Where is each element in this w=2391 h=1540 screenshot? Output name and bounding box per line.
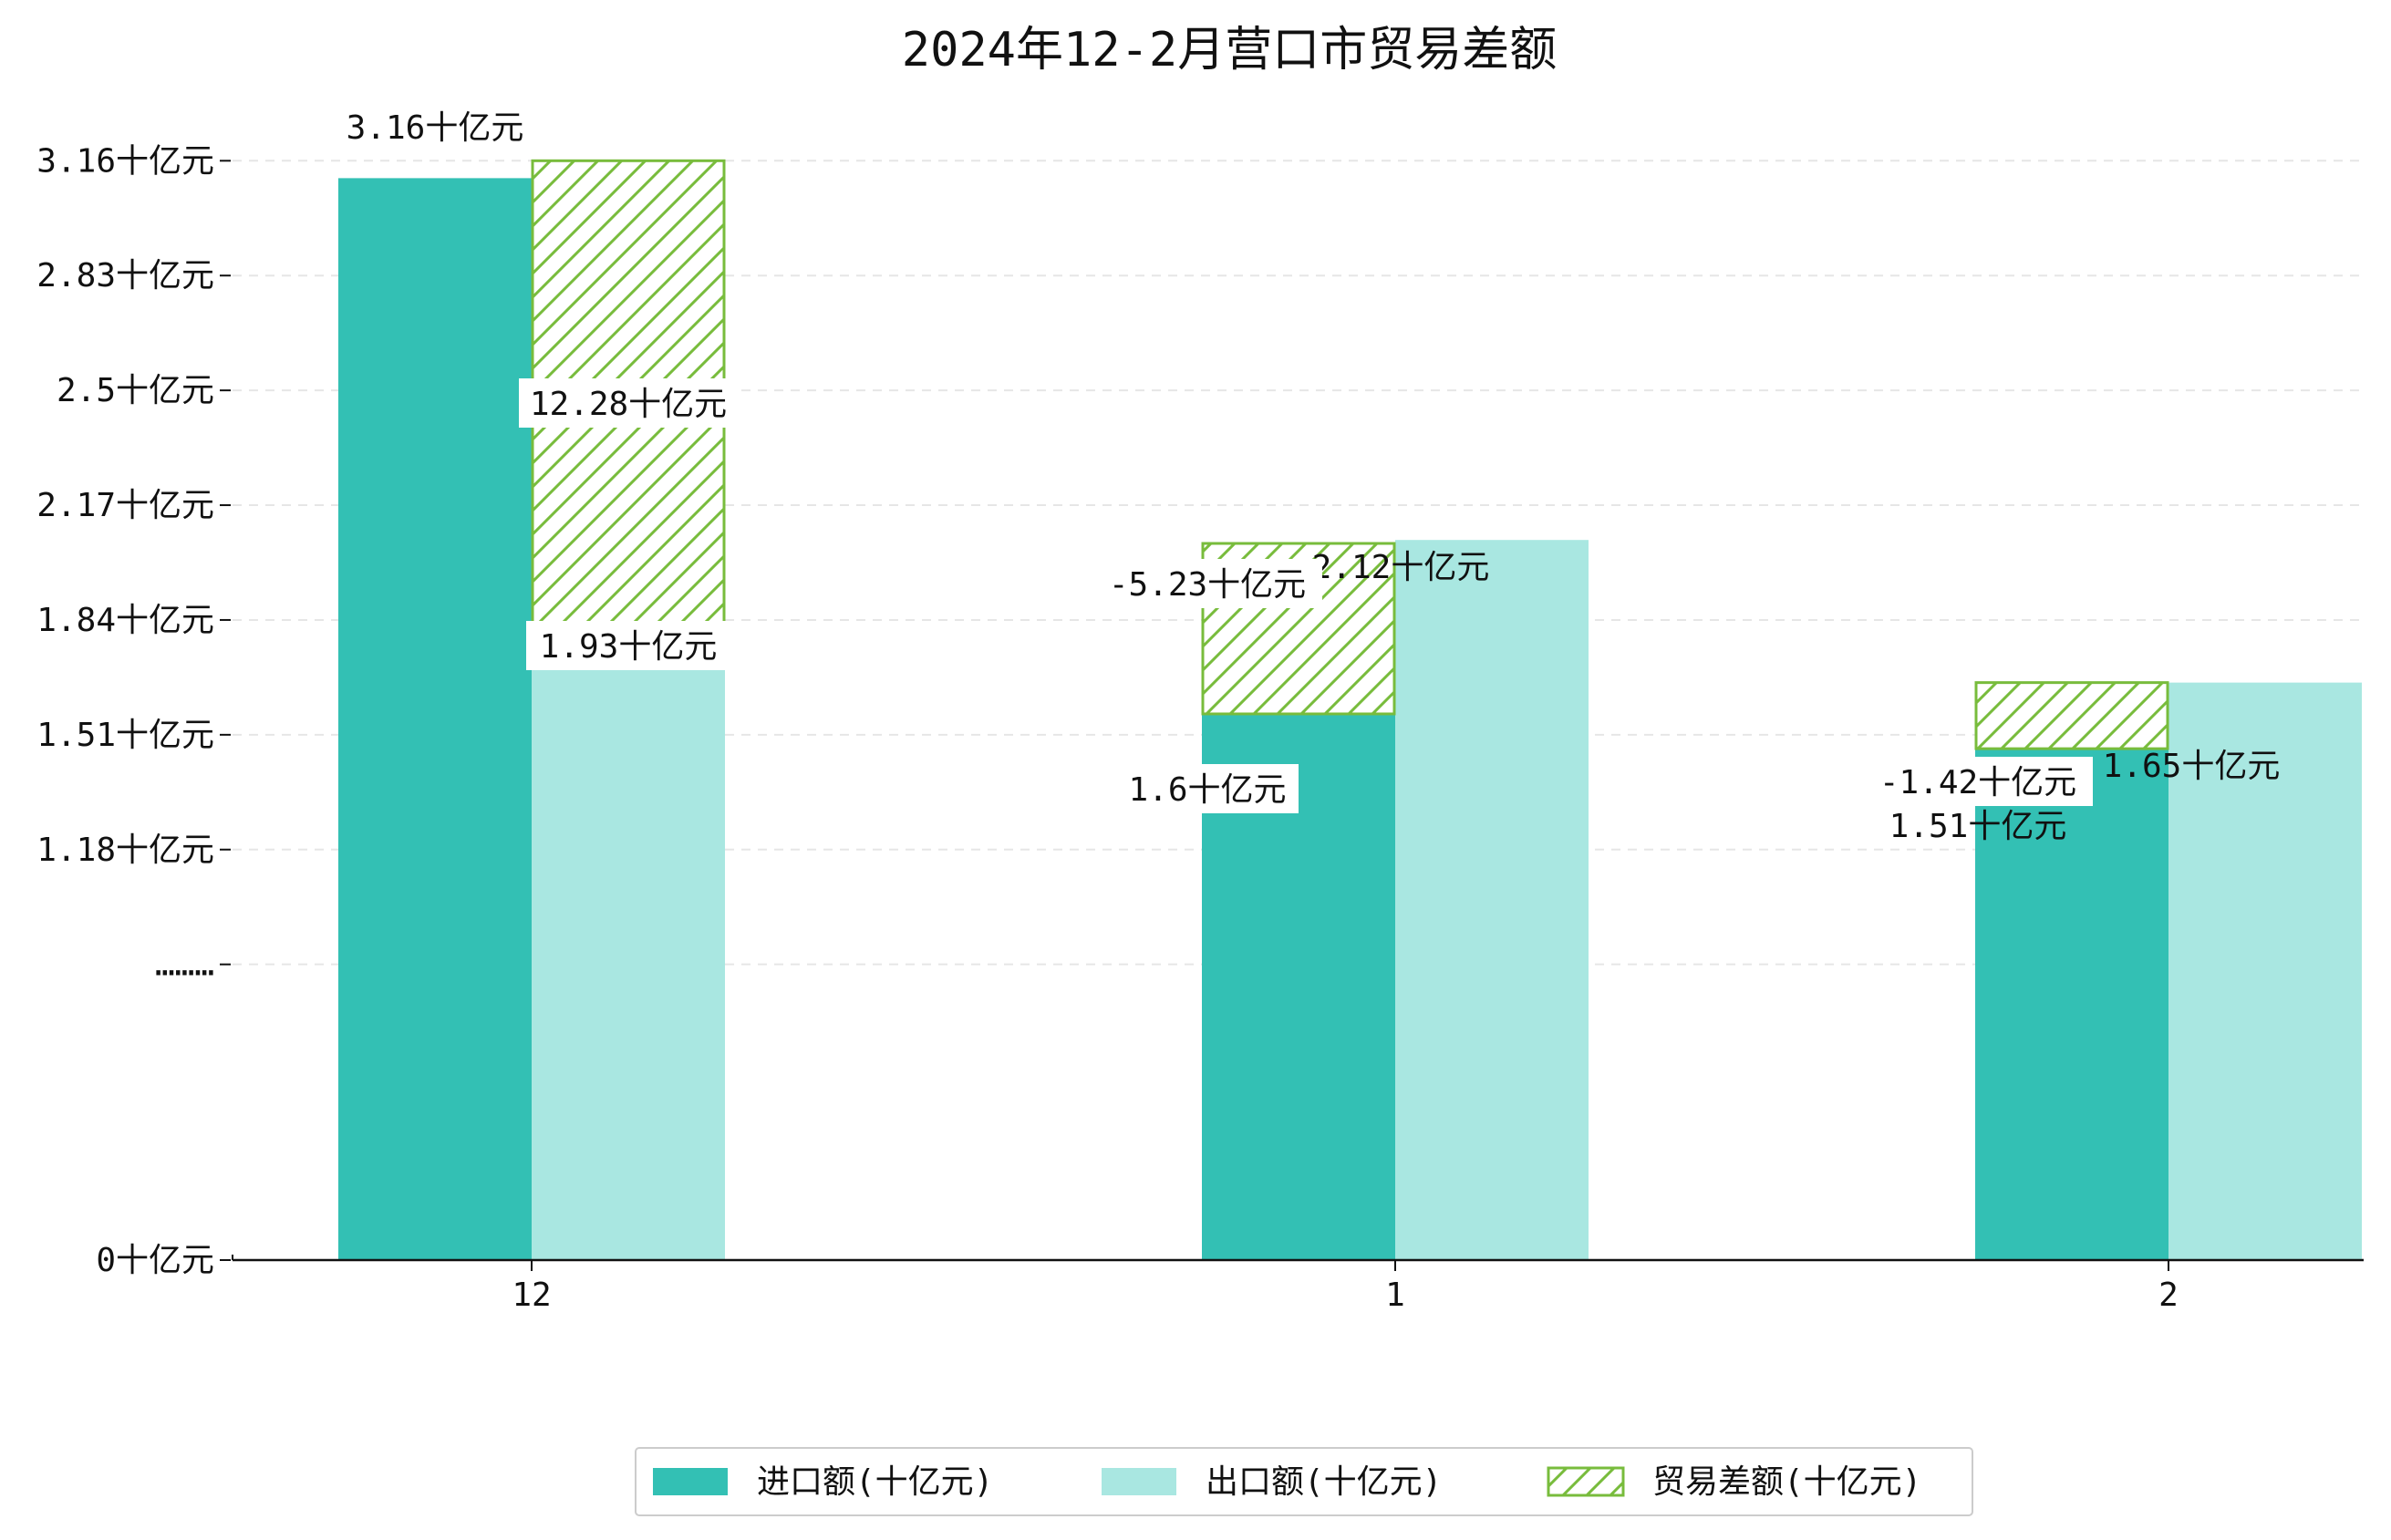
y-tick-label: ……… [155,946,214,984]
export-value-label: 1.65十亿元 [2103,748,2281,785]
export-value-label: 2.12十亿元 [1312,549,1490,586]
legend-swatch [1102,1468,1176,1495]
export-bar [532,655,725,1260]
export-bar [2168,682,2362,1260]
trade-balance-bar [1974,681,2169,750]
import-value-label-box [1116,764,1299,813]
export-bar [1395,540,1589,1260]
import-value-label: 3.16十亿元 [347,109,524,147]
balance-value-label: -1.42十亿元 [1879,764,2076,801]
export-value-label: 1.93十亿元 [540,628,718,666]
balance-value-label: 12.28十亿元 [530,386,727,423]
import-value-label: 1.6十亿元 [1128,771,1286,809]
import-value-label: 1.51十亿元 [1889,808,2067,845]
y-tick-label: 2.5十亿元 [57,372,214,409]
balance-value-label-box [1863,757,2093,806]
y-tick-label: 3.16十亿元 [36,142,214,180]
y-tick-label: 2.17十亿元 [36,487,214,524]
y-tick-label: 0十亿元 [96,1242,214,1279]
balance-value-label: -5.23十亿元 [1109,566,1306,604]
balance-value-label-box [519,378,738,428]
legend-label: 贸易差额(十亿元) [1652,1463,1921,1501]
y-tick-label: 1.51十亿元 [36,717,214,754]
legend-box [635,1447,1973,1516]
chart-title: 2024年12-2月营口市贸易差额 [902,23,1557,78]
legend-label: 进口额(十亿元) [757,1463,993,1501]
import-bar [1975,749,2168,1260]
export-value-label-box [526,621,730,670]
legend-swatch [653,1468,728,1495]
y-tick-label: 1.84十亿元 [36,602,214,639]
x-tick-label: 1 [1385,1276,1405,1314]
import-bar [338,178,532,1260]
y-tick-label: 1.18十亿元 [36,832,214,869]
legend-swatch [1547,1466,1625,1497]
legend-label: 出口额(十亿元) [1206,1463,1442,1501]
balance-value-label-box [1092,559,1322,608]
x-tick-label: 12 [512,1276,551,1314]
x-tick-label: 2 [2158,1276,2179,1314]
y-tick-label: 2.83十亿元 [36,257,214,295]
